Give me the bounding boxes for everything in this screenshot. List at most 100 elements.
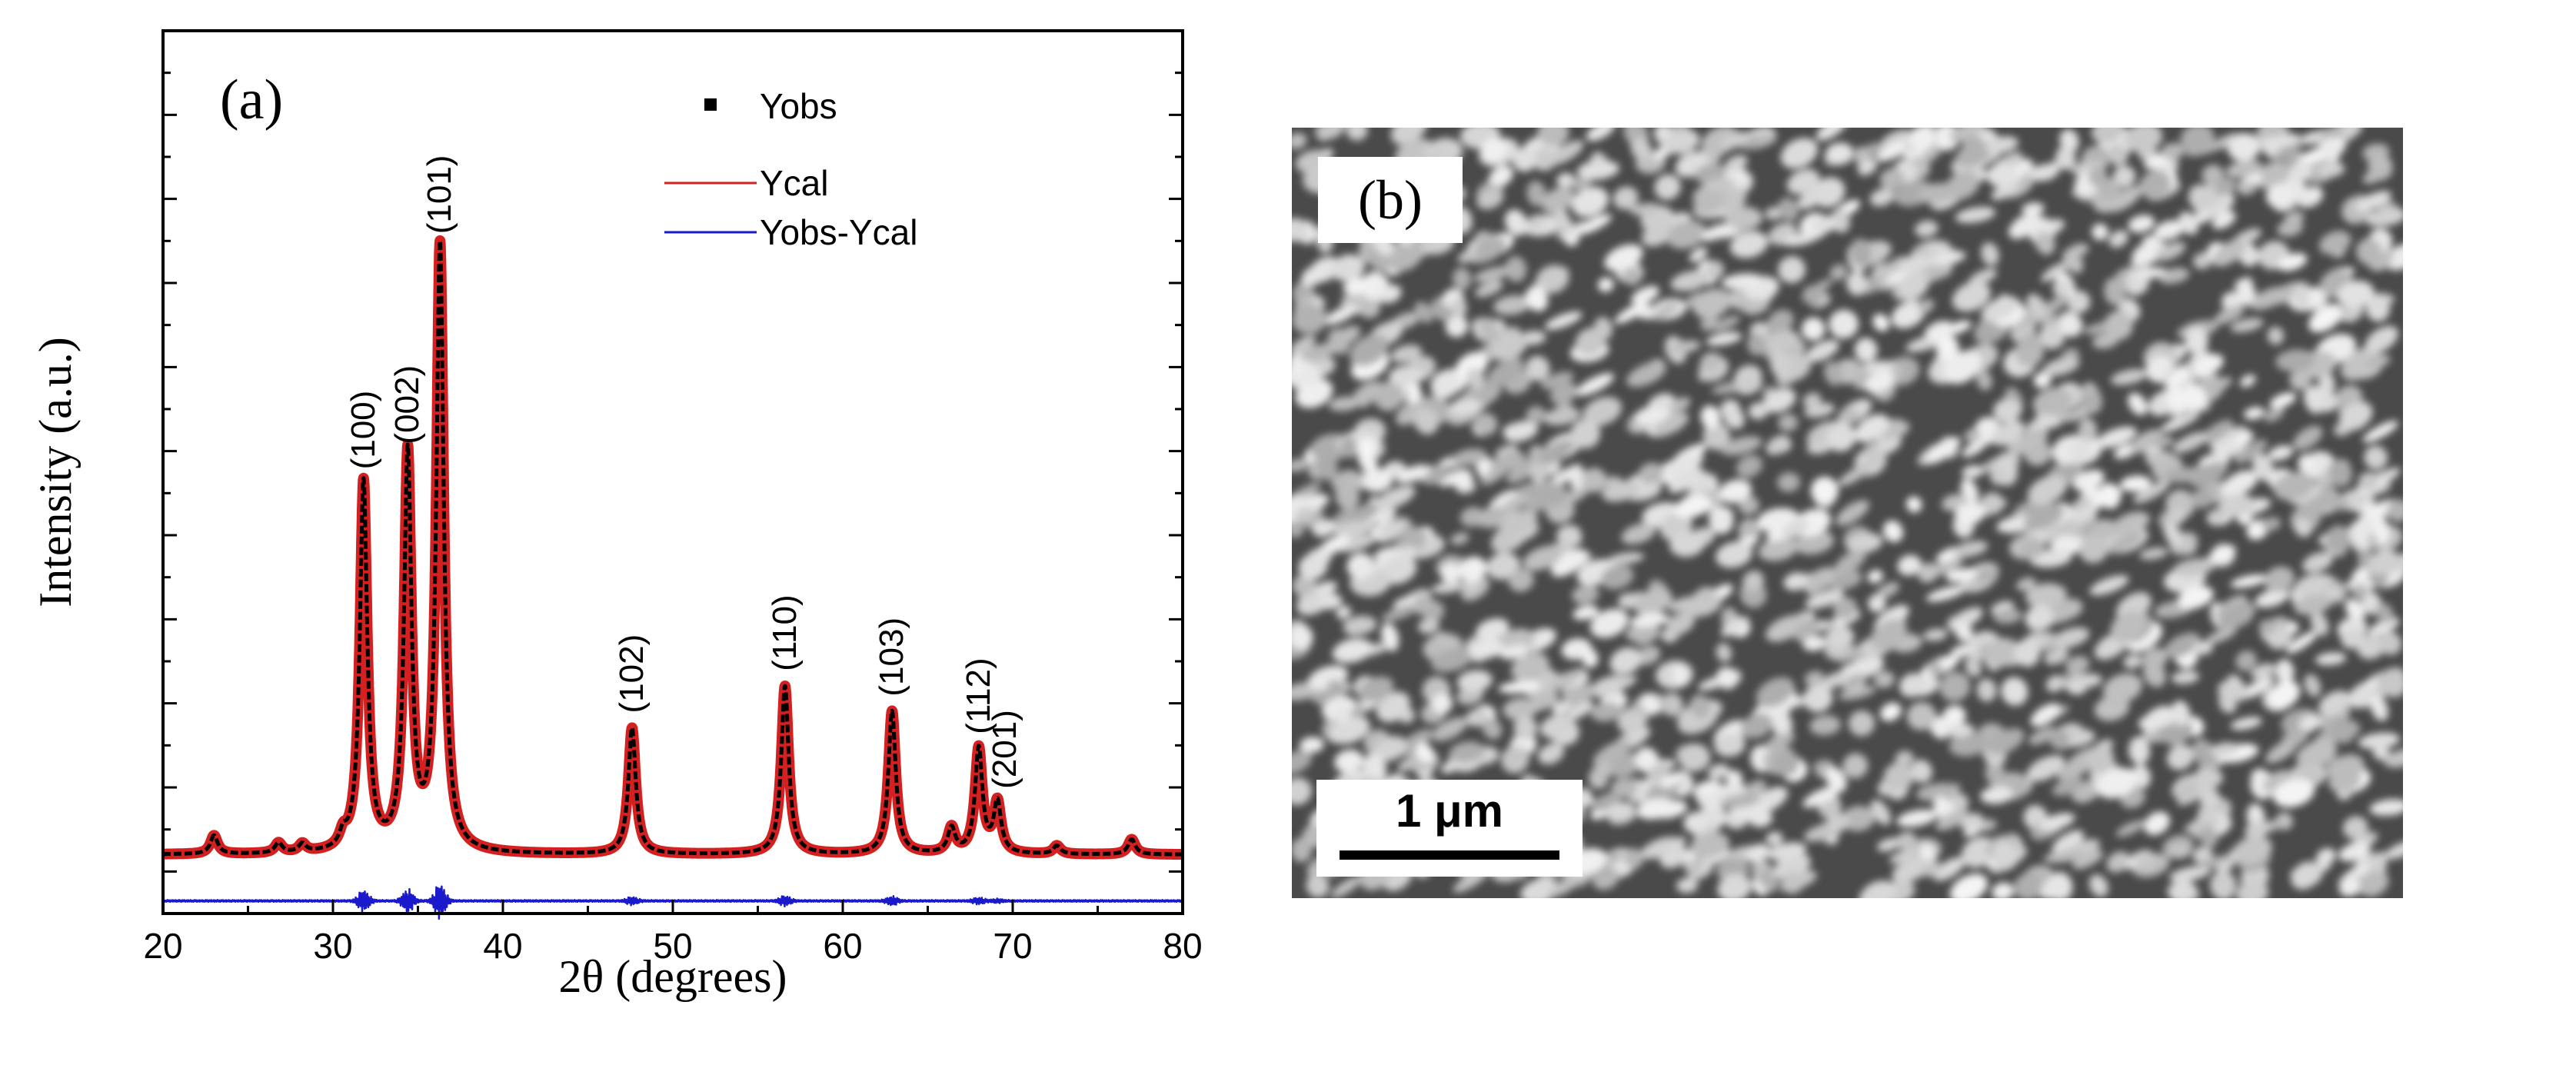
sem-grain: [2310, 611, 2329, 636]
sem-grain: [1891, 300, 1926, 329]
sem-grain: [1452, 268, 1472, 290]
sem-grain: [1706, 260, 1724, 278]
sem-grain: [1981, 296, 2019, 321]
sem-grain: [2385, 840, 2403, 860]
sem-grain: [1826, 423, 1856, 452]
sem-grain: [1927, 661, 1943, 677]
sem-grain: [2365, 354, 2391, 369]
sem-grain: [2142, 235, 2159, 249]
sem-grain: [1634, 406, 1669, 425]
sem-grain: [1669, 340, 1701, 354]
sem-grain: [2098, 483, 2121, 509]
sem-grain: [2269, 392, 2296, 408]
sem-grain: [2192, 252, 2213, 270]
sem-grain: [1991, 181, 2020, 201]
sem-grain: [1292, 777, 1312, 806]
sem-grain: [1525, 286, 1549, 311]
peak-label: (100): [344, 391, 382, 470]
sem-grain: [2125, 128, 2163, 152]
sem-grain: [1593, 739, 1632, 765]
sem-grain: [1702, 422, 1731, 451]
sem-grain: [2139, 547, 2168, 560]
peak-label: (101): [421, 155, 458, 235]
sem-grain: [1825, 767, 1847, 793]
sem-grain: [2025, 604, 2054, 631]
sem-grain: [2291, 868, 2316, 890]
sem-grain: [2356, 238, 2383, 265]
sem-grain: [1766, 831, 1783, 846]
sem-grain: [1824, 361, 1842, 386]
sem-grain: [1930, 251, 1966, 266]
sem-grain: [2319, 231, 2351, 255]
sem-grain: [2261, 517, 2281, 531]
sem-grain: [1854, 414, 1889, 443]
sem-grain: [1660, 693, 1683, 717]
sem-grain: [1932, 556, 1964, 575]
sem-grain: [2173, 558, 2216, 576]
sem-grain: [1925, 241, 1951, 255]
sem-grain: [2358, 732, 2401, 750]
sem-grain: [2275, 349, 2315, 372]
sem-grain: [1825, 813, 1849, 834]
sem-grain: [1954, 621, 1973, 642]
sem-grain: [1325, 305, 1357, 325]
sem-grain: [1624, 847, 1643, 869]
sem-grain: [1600, 564, 1634, 590]
sem-grain: [2095, 767, 2138, 799]
sem-grain: [1964, 428, 1980, 443]
sem-grain: [1920, 861, 1943, 877]
sem-grain: [1994, 609, 2022, 624]
sem-grain: [2277, 252, 2308, 271]
legend-yobs-label: Yobs: [760, 86, 837, 126]
sem-grain: [1505, 256, 1527, 282]
sem-grain: [2235, 651, 2257, 671]
sem-grain: [2096, 426, 2137, 448]
sem-grain: [2166, 386, 2186, 413]
sem-grain: [1935, 334, 1959, 361]
sem-grain: [1917, 563, 1939, 583]
sem-grain: [1614, 301, 1649, 324]
sem-grain: [2035, 231, 2055, 255]
sem-grain: [2277, 220, 2304, 237]
peak-label: (103): [873, 617, 910, 697]
sem-grain: [1298, 553, 1328, 580]
sem-grain: [1473, 266, 1511, 282]
sem-grain: [1669, 531, 1706, 557]
sem-grain: [1397, 729, 1433, 756]
sem-grain: [1526, 355, 1550, 381]
sem-grain: [2144, 811, 2170, 835]
sem-grain: [2234, 439, 2268, 464]
sem-grain: [1987, 162, 2017, 188]
sem-grain: [1882, 520, 1904, 543]
sem-grain: [2106, 851, 2130, 873]
sem-grain: [2052, 627, 2090, 649]
sem-grain: [2293, 425, 2323, 451]
sem-grain: [1803, 684, 1833, 713]
sem-grain: [1749, 810, 1773, 827]
sem-grain: [1895, 751, 1914, 767]
sem-grain: [1825, 625, 1855, 650]
sem-grain: [1742, 571, 1765, 591]
sem-grain: [1459, 556, 1487, 582]
sem-grain: [2351, 584, 2368, 598]
sem-grain: [2264, 566, 2295, 593]
sem-grain: [1526, 181, 1546, 207]
sem-grain: [1334, 749, 1364, 774]
sem-grain: [2001, 677, 2029, 706]
sem-grain: [1629, 203, 1661, 215]
sem-grain: [2068, 440, 2092, 465]
sem-grain: [1431, 693, 1453, 714]
sem-grain: [2339, 302, 2364, 323]
sem-grain: [2268, 445, 2294, 461]
sem-grain: [2037, 878, 2072, 898]
sem-grain: [1976, 678, 1997, 702]
sem-grain: [1772, 749, 1799, 777]
sem-grain: [1449, 741, 1484, 763]
sem-grain: [1498, 681, 1541, 694]
sem-grain: [2193, 354, 2224, 376]
sem-grain: [1802, 785, 1841, 808]
sem-grain: [2201, 419, 2233, 444]
sem-grain: [2387, 499, 2403, 522]
sem-grain: [1382, 604, 1418, 622]
sem-grain: [1804, 671, 1825, 687]
